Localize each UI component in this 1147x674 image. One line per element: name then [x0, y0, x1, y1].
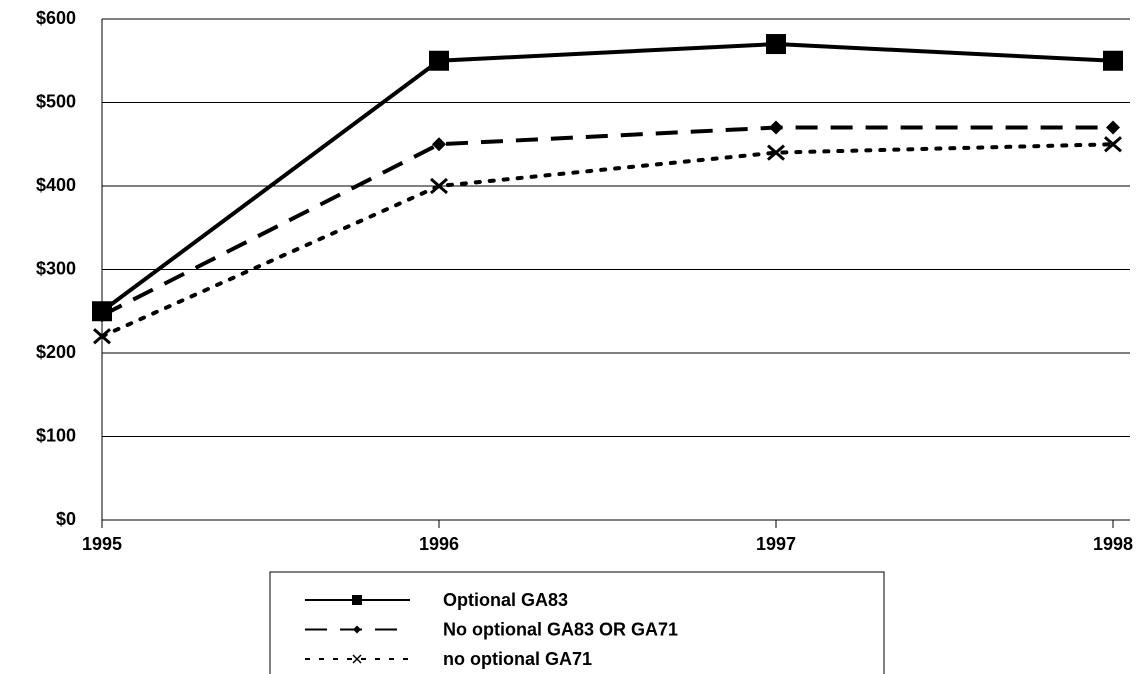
x-tick-label: 1996 — [419, 534, 459, 554]
data-point — [432, 137, 446, 152]
y-tick-label: $600 — [36, 8, 76, 28]
legend-box — [269, 571, 885, 674]
legend-label: no optional GA71 — [443, 649, 592, 669]
y-tick-label: $500 — [36, 91, 76, 111]
data-point — [769, 120, 783, 135]
y-tick-label: $100 — [36, 425, 76, 445]
data-point — [95, 308, 109, 323]
legend-marker — [352, 595, 362, 605]
data-point — [1103, 50, 1123, 71]
data-point — [429, 50, 449, 71]
y-tick-label: $200 — [36, 342, 76, 362]
data-point — [767, 144, 785, 161]
data-point — [93, 328, 111, 345]
legend-label: Optional GA83 — [443, 590, 568, 610]
x-tick-label: 1998 — [1093, 534, 1133, 554]
x-tick-label: 1997 — [756, 534, 796, 554]
data-point — [766, 34, 786, 55]
y-tick-label: $400 — [36, 175, 76, 195]
legend-label: No optional GA83 OR GA71 — [443, 619, 678, 639]
x-tick-label: 1995 — [82, 534, 122, 554]
y-tick-label: $0 — [56, 509, 76, 529]
legend-marker — [353, 625, 361, 634]
series-line — [100, 42, 1114, 313]
series-line — [100, 142, 1115, 339]
data-point — [430, 177, 448, 195]
legend-marker — [352, 654, 362, 664]
y-tick-label: $300 — [36, 258, 76, 278]
series-line — [101, 125, 1113, 318]
data-point — [1106, 120, 1120, 135]
data-point — [1104, 136, 1122, 153]
